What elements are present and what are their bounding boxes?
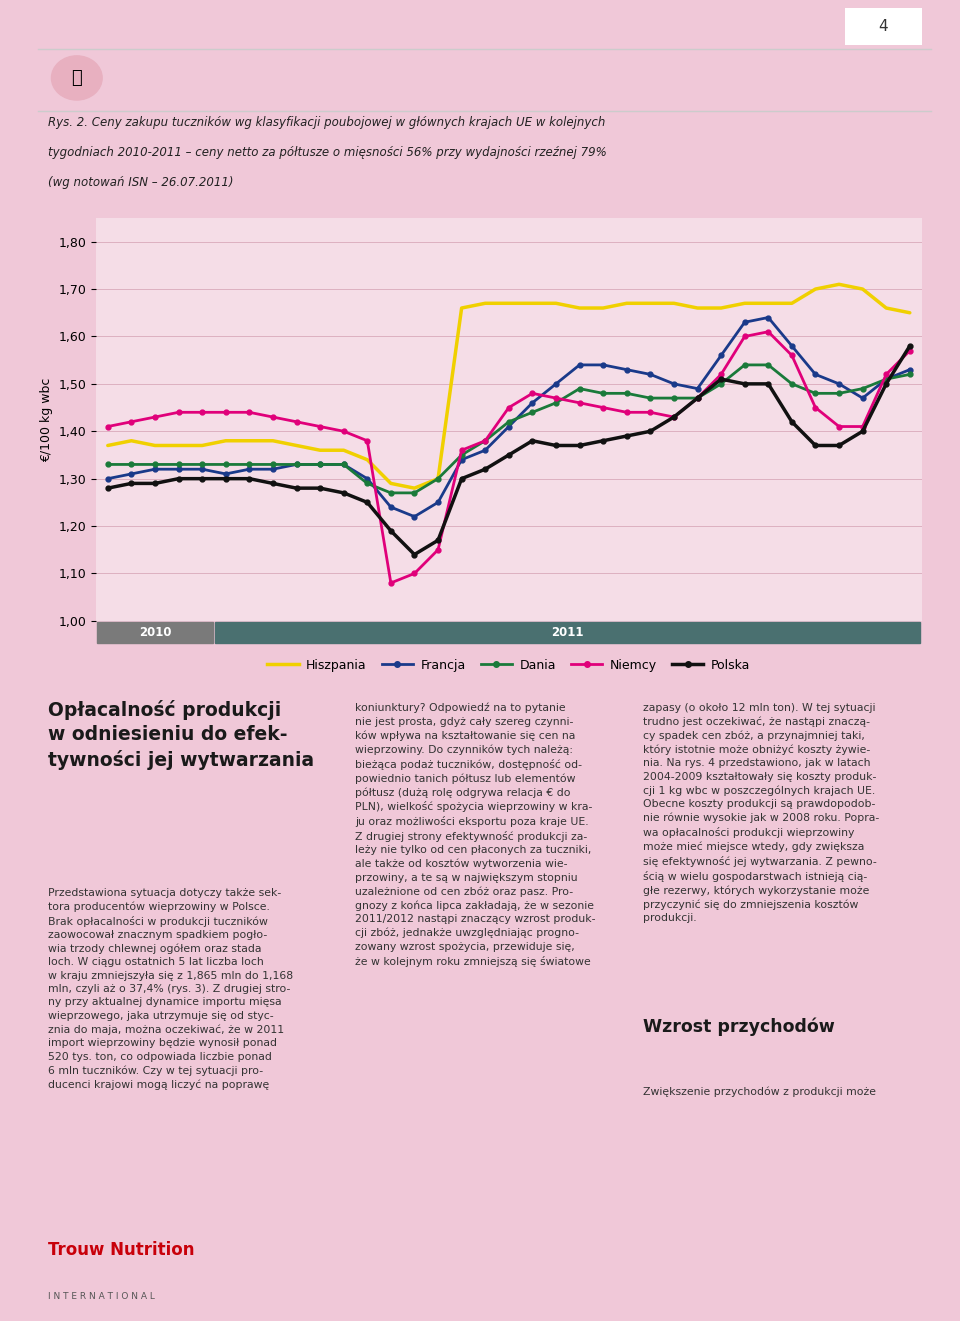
- Bar: [97, 622, 213, 643]
- Text: Opłacalność produkcji
w odniesieniu do efek-
tywności jej wytwarzania: Opłacalność produkcji w odniesieniu do e…: [48, 700, 314, 770]
- Text: Trouw Nutrition: Trouw Nutrition: [48, 1242, 195, 1259]
- Text: zapasy (o około 12 mln ton). W tej sytuacji
trudno jest oczekiwać, że nastąpi zn: zapasy (o około 12 mln ton). W tej sytua…: [643, 703, 879, 923]
- Text: 2011: 2011: [552, 626, 584, 639]
- Text: (wg notowań ISN – 26.07.2011): (wg notowań ISN – 26.07.2011): [48, 177, 233, 189]
- Circle shape: [52, 55, 102, 100]
- Text: I N T E R N A T I O N A L: I N T E R N A T I O N A L: [48, 1292, 155, 1301]
- Text: tygodniach 2010-2011 – ceny netto za półtusze o mięsności 56% przy wydajności rz: tygodniach 2010-2011 – ceny netto za pół…: [48, 147, 607, 160]
- Bar: [215, 622, 921, 643]
- Text: Rys. 2. Ceny zakupu tuczników wg klasyfikacji poubojowej w głównych krajach UE w: Rys. 2. Ceny zakupu tuczników wg klasyfi…: [48, 116, 606, 129]
- Text: koniunktury? Odpowiedź na to pytanie
nie jest prosta, gdyż cały szereg czynni-
k: koniunktury? Odpowiedź na to pytanie nie…: [355, 703, 596, 967]
- Text: Wzrost przychodów: Wzrost przychodów: [643, 1017, 835, 1036]
- Text: Zwiększenie przychodów z produkcji może: Zwiększenie przychodów z produkcji może: [643, 1086, 876, 1096]
- Text: 🐖: 🐖: [71, 69, 83, 87]
- Text: 4: 4: [878, 18, 888, 34]
- Legend: Hiszpania, Francja, Dania, Niemcy, Polska: Hiszpania, Francja, Dania, Niemcy, Polsk…: [262, 654, 756, 676]
- Text: Przedstawiona sytuacja dotyczy także sek-
tora producentów wieprzowiny w Polsce.: Przedstawiona sytuacja dotyczy także sek…: [48, 888, 293, 1090]
- Text: 2010: 2010: [139, 626, 171, 639]
- Y-axis label: €/100 kg wbc: €/100 kg wbc: [40, 378, 53, 461]
